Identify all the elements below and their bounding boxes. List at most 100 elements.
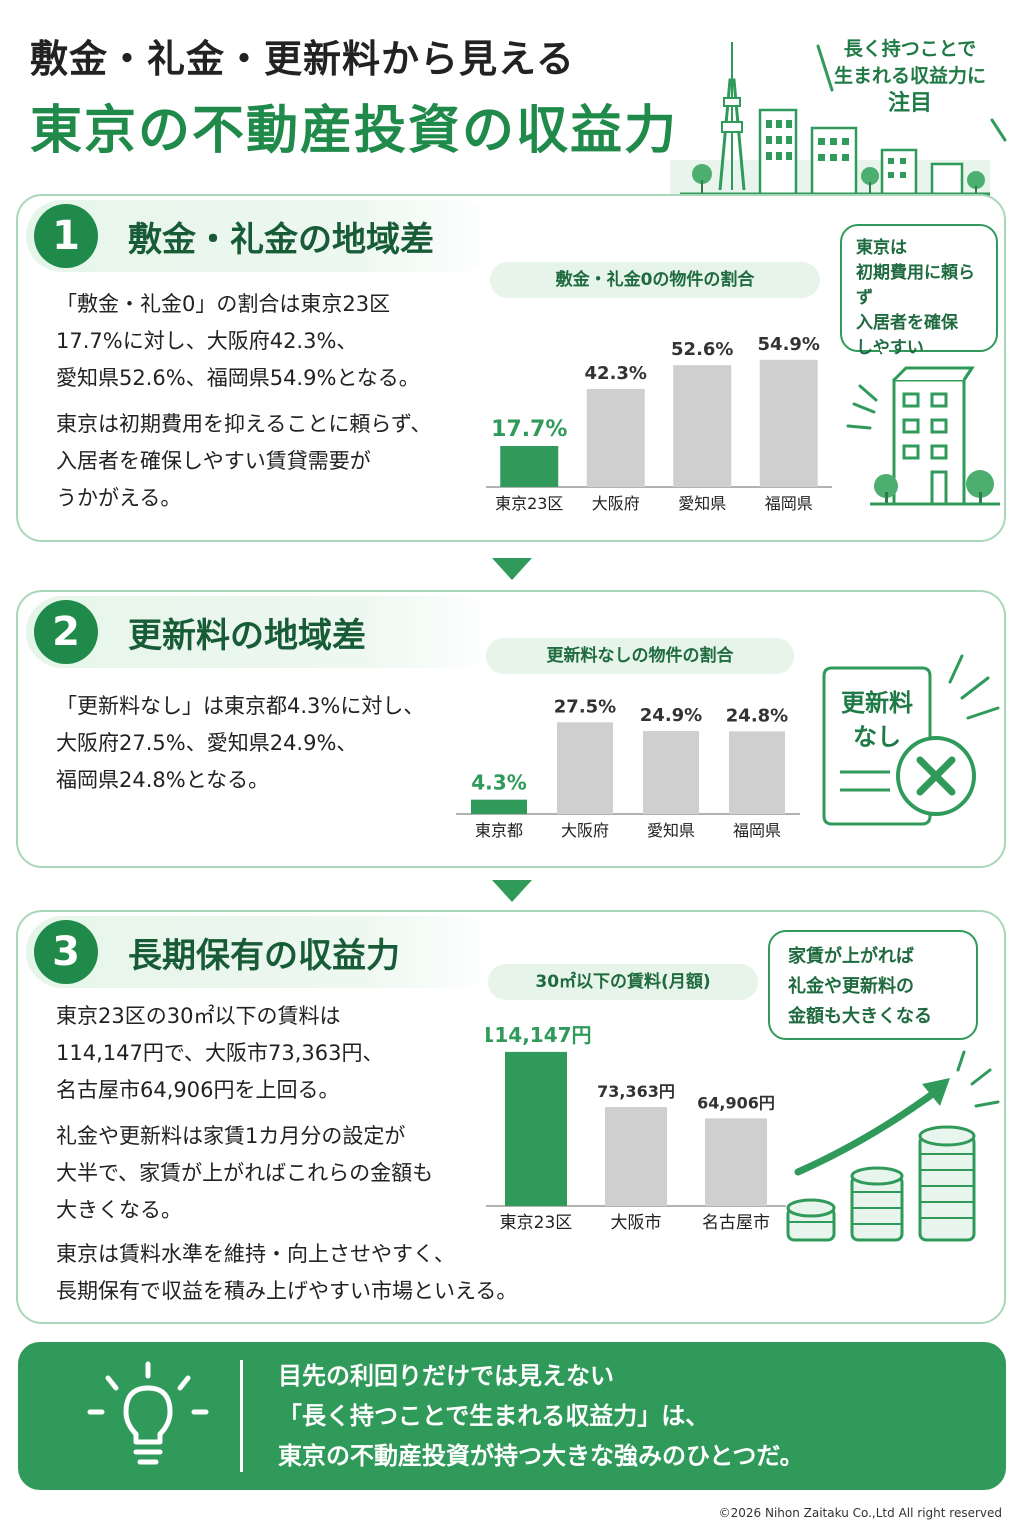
text-line: 長期保有で収益を積み上げやすい市場といえる。 [56,1279,518,1303]
no-renewal-fee-document-icon [822,654,1000,826]
bar-category-label: 愛知県 [678,494,726,513]
conclusion-banner: 目先の利回りだけでは見えない 「長く持つことで生まれる収益力」は、 東京の不動産… [18,1342,1006,1490]
no-renewal-fee-label: 更新料 なし [832,686,922,754]
text-line: 大半で、家賃が上がればこれらの金額も [56,1161,434,1185]
text-line: 入居者を確保しやすい賃貸需要が [56,449,371,473]
text-line: 東京23区の30㎡以下の賃料は [56,1004,341,1028]
section-number-badge: 3 [34,920,98,984]
section1-callout: 東京は 初期費用に頼らず 入居者を確保 しやすい [840,224,998,358]
bar-value-label: 42.3% [585,363,647,384]
lightbulb-icon [87,1361,209,1465]
text-line: 福岡県24.8%となる。 [56,768,270,792]
text-line: 礼金や更新料は家賃1カ月分の設定が [56,1124,406,1148]
page-title-line2: 東京の不動産投資の収益力 [30,101,679,161]
copyright-notice: ©2026 Nihon Zaitaku Co.,Ltd All right re… [718,1506,1002,1520]
bar-名古屋市 [705,1118,767,1206]
chart2-bar-chart: 4.3% 東京都 27.5% 大阪府 24.9% 愛知県 24.8% 福岡県 [456,696,800,840]
flow-arrow-down-icon [492,880,532,902]
callout-line: 礼金や更新料の [788,976,914,997]
text-line: 17.7%に対し、大阪府42.3%、 [56,329,358,353]
bar-category-label: 福岡県 [765,494,813,513]
bar-value-label: 52.6% [671,339,733,360]
bar-東京23区 [505,1051,567,1206]
header-callout-line: 注目 [887,91,932,116]
bar-value-label: 27.5% [554,696,616,717]
section-header-3: 3 長期保有の収益力 [26,916,496,988]
bar-category-label: 福岡県 [733,821,781,840]
text-line: 大きくなる。 [56,1198,182,1222]
header-bubble-marks [816,44,1007,142]
bar-value-label: 4.3% [471,771,526,795]
chart3-title: 30㎡以下の賃料(月額) [488,964,758,1000]
chart1-title: 敷金・礼金0の物件の割合 [490,262,820,298]
bar-大阪市 [605,1106,667,1206]
text-line: 「敷金・礼金0」の割合は東京23区 [56,292,391,316]
chart2-title: 更新料なしの物件の割合 [486,638,794,674]
banner-line: 目先の利回りだけでは見えない [278,1362,614,1390]
banner-line: 「長く持つことで生まれる収益力」は、 [278,1402,710,1430]
section-title: 敷金・礼金の地域差 [128,220,434,260]
bar-愛知県 [643,731,699,814]
tokyo-skyline-icon [670,42,990,200]
header-callout-line: 長く持つことで [843,38,977,60]
text-line: 「更新料なし」は東京都4.3%に対し、 [56,694,425,718]
bar-category-label: 東京都 [475,821,523,840]
section-title: 更新料の地域差 [128,616,366,656]
bar-value-label: 64,906円 [697,1093,775,1112]
section-number-badge: 2 [34,600,98,664]
rising-coins-icon [786,1050,1000,1242]
section2-paragraph1: 「更新料なし」は東京都4.3%に対し、 大阪府27.5%、愛知県24.9%、 福… [56,688,424,799]
chart1-bar-chart: 17.7% 東京23区 42.3% 大阪府 52.6% 愛知県 54.9% 福岡県 [486,334,832,513]
apartment-building-icon [846,348,1000,506]
text-line: 東京は初期費用を抑えることに頼らず、 [56,412,432,436]
text-line: 東京は賃料水準を維持・向上させやすく、 [56,1242,455,1266]
bar-value-label: 54.9% [758,334,820,355]
bar-category-label: 名古屋市 [702,1213,770,1233]
doc-label-line: 更新料 [841,689,913,717]
text-line: 愛知県52.6%、福岡県54.9%となる。 [56,366,420,390]
banner-line: 東京の不動産投資が持つ大きな強みのひとつだ。 [278,1442,804,1470]
bar-category-label: 愛知県 [647,821,695,840]
header-callout: 長く持つことで 生まれる収益力に 注目 [820,36,1000,117]
bar-東京23区 [500,445,559,487]
bar-福岡県 [759,359,818,487]
bar-category-label: 東京23区 [500,1213,573,1233]
section3-paragraph2: 礼金や更新料は家賃1カ月分の設定が 大半で、家賃が上がればこれらの金額も 大きく… [56,1118,433,1229]
bar-value-label: 73,363円 [597,1082,675,1101]
bar-東京都 [471,799,527,814]
bar-愛知県 [673,365,732,487]
bar-大阪府 [557,722,613,814]
section1-paragraph2: 東京は初期費用を抑えることに頼らず、 入居者を確保しやすい賃貸需要が うかがえる… [56,406,431,517]
bar-大阪府 [586,389,645,487]
header-callout-line: 生まれる収益力に [833,65,986,87]
bar-福岡県 [729,731,785,814]
callout-line: 家賃が上がれば [788,946,914,967]
bar-value-label: 24.9% [640,705,702,726]
callout-line: 入居者を確保 [856,313,958,333]
bar-category-label: 大阪府 [592,494,640,513]
callout-line: 東京は [856,238,907,258]
bar-category-label: 大阪府 [561,821,609,840]
bar-value-label: 17.7% [491,417,567,442]
section-header-2: 2 更新料の地域差 [26,596,496,668]
section3-paragraph3: 東京は賃料水準を維持・向上させやすく、 長期保有で収益を積み上げやすい市場といえ… [56,1236,517,1310]
callout-line: 金額も大きくなる [788,1006,932,1027]
banner-divider [240,1360,243,1472]
text-line: 名古屋市64,906円を上回る。 [56,1078,340,1102]
callout-line: しやすい [856,338,924,358]
section-number-badge: 1 [34,204,98,268]
text-line: うかがえる。 [56,486,182,510]
text-line: 大阪府27.5%、愛知県24.9%、 [56,731,358,755]
section-header-1: 1 敷金・礼金の地域差 [26,200,496,272]
bar-category-label: 東京23区 [495,494,563,513]
section1-paragraph1: 「敷金・礼金0」の割合は東京23区 17.7%に対し、大阪府42.3%、 愛知県… [56,286,420,397]
section3-callout: 家賃が上がれば 礼金や更新料の 金額も大きくなる [768,930,978,1040]
callout-line: 初期費用に頼らず [856,263,975,308]
section-title: 長期保有の収益力 [128,936,400,976]
page-title-line1: 敷金・礼金・更新料から見える [30,37,575,81]
bar-value-label: 24.8% [726,705,788,726]
text-line: 114,147円で、大阪市73,363円、 [56,1041,384,1065]
section3-paragraph1: 東京23区の30㎡以下の賃料は 114,147円で、大阪市73,363円、 名古… [56,998,383,1109]
flow-arrow-down-icon [492,558,532,580]
